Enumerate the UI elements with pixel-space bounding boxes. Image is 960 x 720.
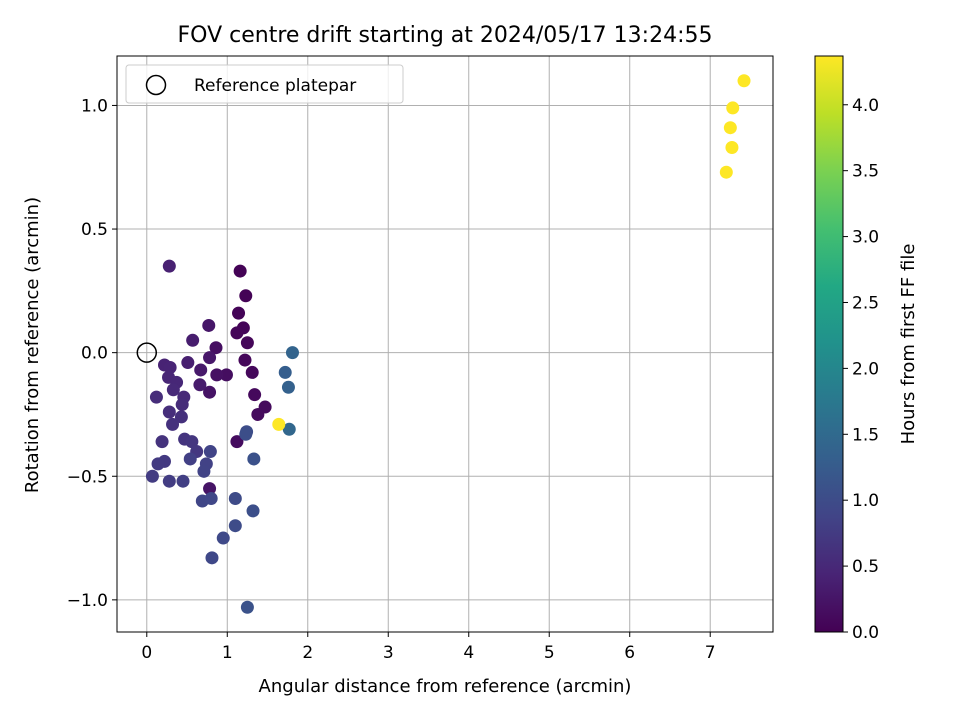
data-point [145, 469, 159, 483]
data-point [185, 435, 199, 449]
data-point [285, 346, 299, 360]
x-tick-label: 3 [383, 643, 394, 663]
data-point [162, 405, 176, 419]
colorbar-tick-label: 3.0 [852, 228, 879, 248]
data-point [174, 410, 188, 424]
x-tick-label: 0 [141, 643, 152, 663]
data-point [282, 422, 296, 436]
tick-labels: 0 1 2 3 4 5 6 7 −1.0 −0.5 0.0 0.5 1.0 [67, 96, 716, 663]
y-tick-label: 0.0 [81, 344, 108, 364]
data-point [203, 351, 217, 365]
data-point [233, 264, 247, 278]
data-point [230, 326, 244, 340]
data-point [193, 378, 207, 392]
data-point [183, 452, 197, 466]
colorbar-gradient [814, 55, 844, 633]
data-point [209, 341, 223, 355]
data-point [726, 101, 740, 115]
data-point [194, 363, 208, 377]
data-point [251, 407, 265, 421]
data-point [149, 390, 163, 404]
data-point [216, 531, 230, 545]
data-point [247, 452, 261, 466]
data-point [248, 388, 262, 402]
data-point [246, 504, 260, 518]
data-point [151, 457, 165, 471]
data-point [245, 365, 259, 379]
data-point [203, 482, 217, 496]
y-tick-label: −0.5 [67, 467, 108, 487]
x-tick-label: 6 [624, 643, 635, 663]
data-point [205, 551, 219, 565]
data-point [204, 492, 218, 506]
data-point [162, 259, 176, 273]
legend-box [125, 64, 404, 104]
data-point [737, 74, 751, 88]
data-point [210, 368, 224, 382]
legend-marker-reference [145, 74, 167, 96]
data-point [719, 165, 733, 179]
data-point [219, 368, 233, 382]
colorbar-tick-label: 4.0 [852, 96, 879, 116]
data-point [202, 318, 216, 332]
data-point [197, 464, 211, 478]
data-point [238, 353, 252, 367]
data-point [239, 427, 253, 441]
data-point [723, 121, 737, 135]
grid [117, 56, 773, 632]
colorbar-tick-label: 2.0 [852, 359, 879, 379]
data-point [232, 306, 246, 320]
legend-label-reference: Reference platepar [194, 76, 356, 96]
data-point [228, 519, 242, 533]
data-point [162, 474, 176, 488]
x-tick-label: 1 [222, 643, 233, 663]
data-point [203, 445, 217, 459]
data-point [181, 356, 195, 370]
data-point [166, 417, 180, 431]
data-point [272, 417, 286, 431]
x-tick-label: 5 [544, 643, 555, 663]
colorbar-tick-label: 3.5 [852, 162, 879, 182]
reference-platepar-marker [136, 342, 158, 363]
x-axis-label: Angular distance from reference (arcmin) [259, 676, 632, 697]
chart-title: FOV centre drift starting at 2024/05/17 … [178, 23, 713, 48]
colorbar-tick-label: 2.5 [852, 293, 879, 313]
data-point [175, 398, 189, 412]
data-point [240, 600, 254, 614]
colorbar-tick-label: 0.5 [852, 557, 879, 577]
colorbar-label: Hours from first FF file [898, 244, 919, 445]
y-tick-label: −1.0 [67, 591, 108, 611]
colorbar-ticks: 0.0 0.5 1.0 1.5 2.0 2.5 3.0 3.5 4.0 [843, 96, 879, 643]
legend: Reference platepar [125, 64, 404, 104]
data-point [163, 360, 177, 374]
data-point [278, 365, 292, 379]
data-point [155, 435, 169, 449]
y-tick-label: 1.0 [81, 96, 108, 116]
data-point [240, 336, 254, 350]
data-point [186, 333, 200, 347]
data-point [228, 492, 242, 506]
y-axis-label: Rotation from reference (arcmin) [22, 197, 43, 493]
data-points [136, 74, 751, 614]
data-point [203, 385, 217, 399]
colorbar: 0.0 0.5 1.0 1.5 2.0 2.5 3.0 3.5 4.0 Hours from f… [814, 55, 919, 643]
plot-frame [116, 55, 774, 633]
y-tick-label: 0.5 [81, 220, 108, 240]
data-point [230, 435, 244, 449]
colorbar-tick-label: 1.5 [852, 425, 879, 445]
data-point [166, 383, 180, 397]
colorbar-tick-label: 1.0 [852, 491, 879, 511]
colorbar-tick-label: 0.0 [852, 623, 879, 643]
data-point [239, 289, 253, 303]
data-point [281, 380, 295, 394]
data-point [725, 140, 739, 154]
x-tick-label: 7 [705, 643, 716, 663]
x-tick-label: 4 [463, 643, 474, 663]
data-point [176, 474, 190, 488]
x-tick-label: 2 [302, 643, 313, 663]
axes [112, 55, 774, 637]
